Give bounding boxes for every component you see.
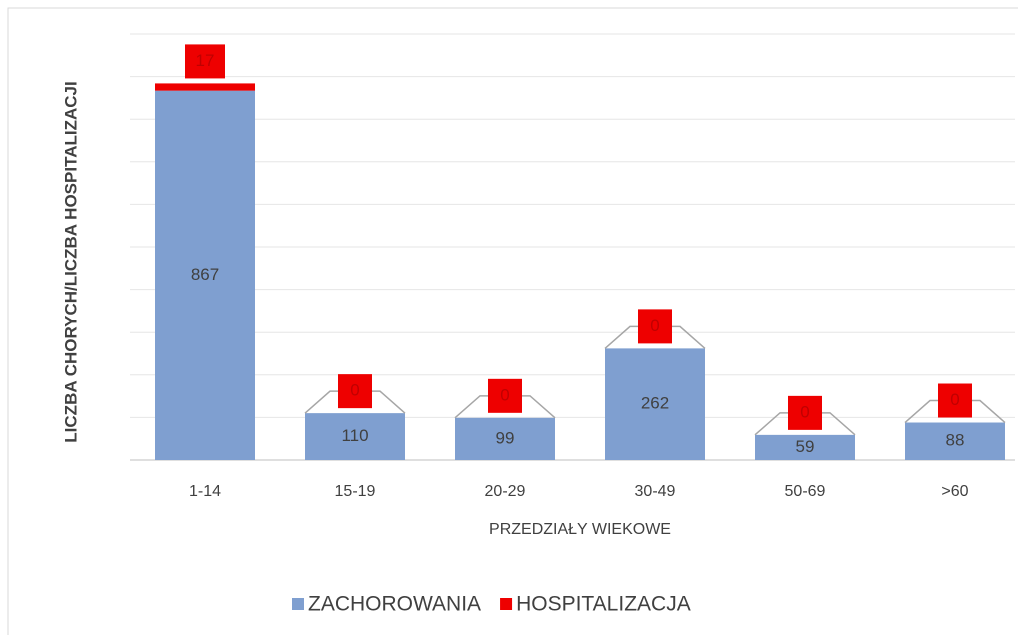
data-label-box <box>788 395 822 430</box>
bar-segment <box>605 348 705 460</box>
x-tick-label: 50-69 <box>785 483 826 500</box>
x-tick-label: 20-29 <box>485 483 526 500</box>
data-label: 262 <box>641 394 669 413</box>
data-label: 867 <box>191 265 219 284</box>
data-label-box <box>488 378 522 413</box>
legend-label: HOSPITALIZACJA <box>516 593 691 616</box>
data-label: 0 <box>500 385 509 404</box>
x-axis-label: PRZEDZIAŁY WIEKOWE <box>489 521 671 538</box>
legend-label: ZACHOROWANIA <box>308 593 481 616</box>
data-label-box <box>185 44 225 79</box>
data-label: 0 <box>950 390 959 409</box>
data-label: 88 <box>946 431 965 450</box>
data-label: 99 <box>496 428 515 447</box>
data-label: 17 <box>196 51 215 70</box>
legend-swatch <box>500 598 513 610</box>
x-tick-label: 1-14 <box>189 483 221 500</box>
bar-segment <box>155 90 255 461</box>
bar-segment <box>455 417 555 460</box>
bar-segment <box>155 83 255 91</box>
data-label: 110 <box>341 426 368 445</box>
bar-segment <box>755 434 855 460</box>
y-axis-label: LICZBA CHORYCH/LICZBA HOSPITALIZACJI <box>61 81 80 442</box>
bar-segment <box>305 413 405 460</box>
x-tick-label: 15-19 <box>335 483 376 500</box>
bar-segment <box>905 422 1005 460</box>
data-label-box <box>938 383 972 418</box>
data-label-box <box>338 374 372 409</box>
legend-swatch <box>292 598 304 610</box>
data-label: 0 <box>650 316 659 335</box>
data-label: 0 <box>800 402 809 421</box>
x-tick-label: >60 <box>941 483 968 500</box>
data-label: 0 <box>350 381 359 400</box>
data-label: 59 <box>796 437 815 456</box>
data-label-box <box>638 309 672 344</box>
x-tick-label: 30-49 <box>635 483 676 500</box>
